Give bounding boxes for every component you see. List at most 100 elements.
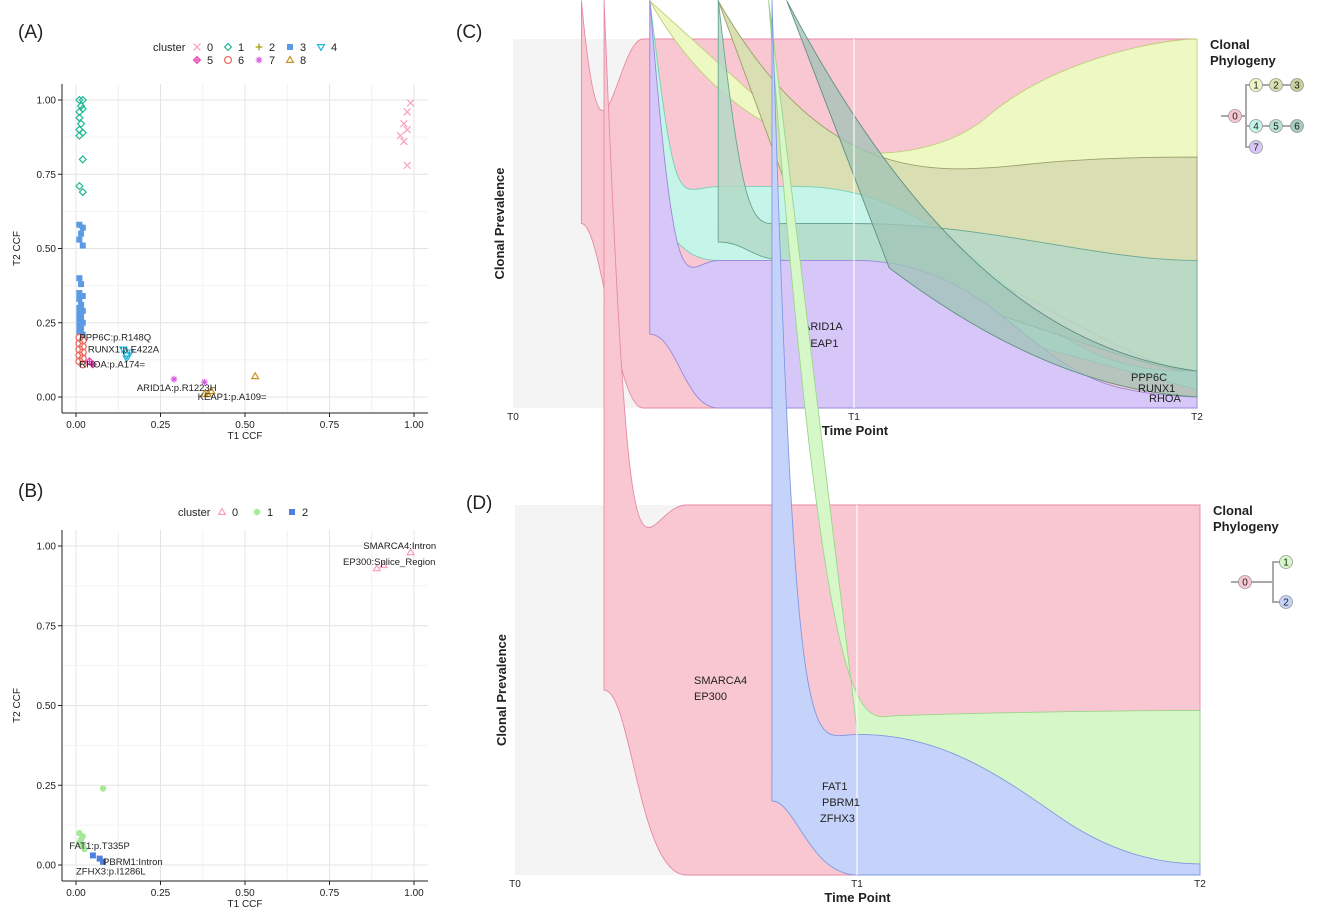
point-cluster-3: [76, 328, 83, 335]
gene-label: RHOA: [1149, 393, 1181, 405]
point-cluster-7: [201, 378, 208, 386]
legend-key-2: [289, 509, 295, 515]
mutation-label: PBRM1:Intron: [103, 857, 163, 868]
point-cluster-3: [79, 331, 86, 338]
gene-label: SMARCA4: [694, 675, 747, 687]
gene-label: RUNX1: [1138, 383, 1175, 395]
point-cluster-2: [89, 852, 96, 859]
legend-key-0: [217, 507, 227, 515]
phylogeny-node-label-7: 7: [1253, 143, 1259, 154]
x-tick-label: 1.00: [404, 888, 424, 899]
gene-label: ZFHX3: [820, 813, 855, 825]
phylogeny-node-label-1: 1: [1283, 558, 1289, 569]
point-cluster-3: [78, 281, 85, 288]
phylogeny-node-2: [1279, 595, 1293, 609]
mutation-label: KEAP1:p.A109=: [198, 392, 267, 403]
point-cluster-8: [250, 371, 260, 380]
phylogeny-node-label-5: 5: [1273, 122, 1279, 133]
point-cluster-1: [99, 785, 107, 792]
point-cluster-1: [81, 845, 88, 853]
gene-label: PBRM1: [822, 797, 860, 809]
legend-label-7: 7: [269, 55, 275, 67]
y-tick-label: 0.75: [37, 621, 57, 632]
scatter-panel-b: 0.00 0.00 0.25 0.25 0.50 0.50 0.75 0.75 1.00 1.00…: [12, 507, 436, 910]
point-cluster-0: [396, 131, 405, 140]
point-cluster-1: [78, 155, 88, 164]
phylogeny-node-label-2: 2: [1283, 598, 1289, 609]
phylogeny-node-label-3: 3: [1294, 81, 1300, 92]
point-cluster-1: [75, 181, 84, 191]
clone-band-2: [771, 0, 1201, 876]
point-cluster-0: [406, 99, 415, 107]
point-cluster-1: [75, 131, 84, 140]
point-cluster-0: [403, 108, 412, 116]
y-tick-label: 0.75: [37, 170, 57, 181]
point-cluster-1: [76, 119, 86, 129]
x-tick-label: 0.50: [235, 888, 255, 899]
x-tick-label-T0: T0: [507, 412, 519, 423]
phylogeny-node-2: [1269, 78, 1283, 92]
point-cluster-3: [76, 275, 83, 282]
legend-key-7: [255, 56, 263, 64]
y-axis-label: T2 CCF: [12, 688, 23, 723]
y-tick-label: 0.00: [37, 861, 57, 872]
legend-label-2: 2: [269, 42, 275, 54]
mutation-label: RHOA:p.A174=: [79, 359, 145, 370]
fish-plot-panel-d: T0 T1 T2 Time Point Clonal Prevalence SMARCA4…: [494, 0, 1293, 905]
panel-label-a: (A): [18, 22, 43, 43]
legend-key-1: [223, 42, 233, 52]
point-cluster-4: [122, 355, 132, 363]
point-cluster-3: [78, 230, 85, 237]
phylogeny-node-label-0: 0: [1232, 112, 1238, 123]
legend-label-0: 0: [232, 507, 238, 519]
phylogeny-title: Clonal: [1213, 503, 1253, 518]
x-tick-label: 0.50: [235, 420, 255, 431]
mutation-label: FAT1:p.T335P: [69, 841, 130, 852]
legend-label-6: 6: [238, 55, 244, 67]
point-cluster-1: [78, 187, 88, 197]
point-cluster-0: [406, 547, 416, 556]
x-tick-label-T2: T2: [1194, 879, 1206, 890]
point-cluster-3: [79, 242, 86, 249]
panel-label-c: (C): [456, 22, 482, 43]
x-tick-label: 0.75: [320, 420, 340, 431]
phylogeny-node-label-6: 6: [1294, 122, 1300, 133]
phylogeny-node-label-0: 0: [1242, 578, 1248, 589]
phylogeny-node-6: [1290, 119, 1304, 133]
phylogeny-node-1: [1249, 78, 1263, 92]
point-cluster-6: [78, 360, 87, 369]
point-cluster-4: [125, 349, 135, 358]
point-cluster-5: [88, 360, 98, 369]
mutation-label: EP300:Splice_Region: [343, 557, 435, 568]
legend: cluster 0 1 2 3 4 5 6 7 8: [153, 42, 337, 67]
phylogeny-node-label-1: 1: [1253, 81, 1259, 92]
point-cluster-4: [118, 346, 128, 355]
phylogeny-node-0: [1228, 109, 1242, 123]
panel-label-b: (B): [18, 481, 43, 502]
legend-key-2: [255, 43, 263, 51]
point-cluster-2: [96, 855, 103, 862]
legend-label-1: 1: [238, 42, 244, 54]
y-axis-label: T2 CCF: [12, 231, 23, 266]
x-tick-label: 0.00: [66, 888, 86, 899]
y-tick-label: 1.00: [37, 542, 57, 553]
legend-key-5: [192, 55, 202, 65]
phylogeny-node-5: [1269, 119, 1283, 133]
x-tick-label-T1: T1: [848, 412, 860, 423]
point-cluster-0: [403, 161, 412, 170]
y-axis-label: Clonal Prevalence: [492, 168, 507, 280]
panel-label-d: (D): [466, 493, 492, 514]
point-cluster-8: [206, 386, 216, 395]
x-tick-label: 0.00: [66, 420, 86, 431]
mutation-label: RUNX1:p.E422A: [88, 344, 160, 355]
clone-band-6: [786, 0, 1198, 398]
mutation-label: ARID1A:p.R1223H: [137, 383, 217, 394]
point-cluster-3: [76, 221, 83, 228]
x-axis-label: Time Point: [822, 423, 889, 438]
legend-label-1: 1: [267, 507, 273, 519]
x-axis-label: Time Point: [824, 890, 891, 905]
x-tick-label-T0: T0: [509, 879, 521, 890]
gene-label: KEAP1: [803, 338, 838, 350]
mutation-label: ZFHX3:p.I1286L: [76, 866, 146, 877]
